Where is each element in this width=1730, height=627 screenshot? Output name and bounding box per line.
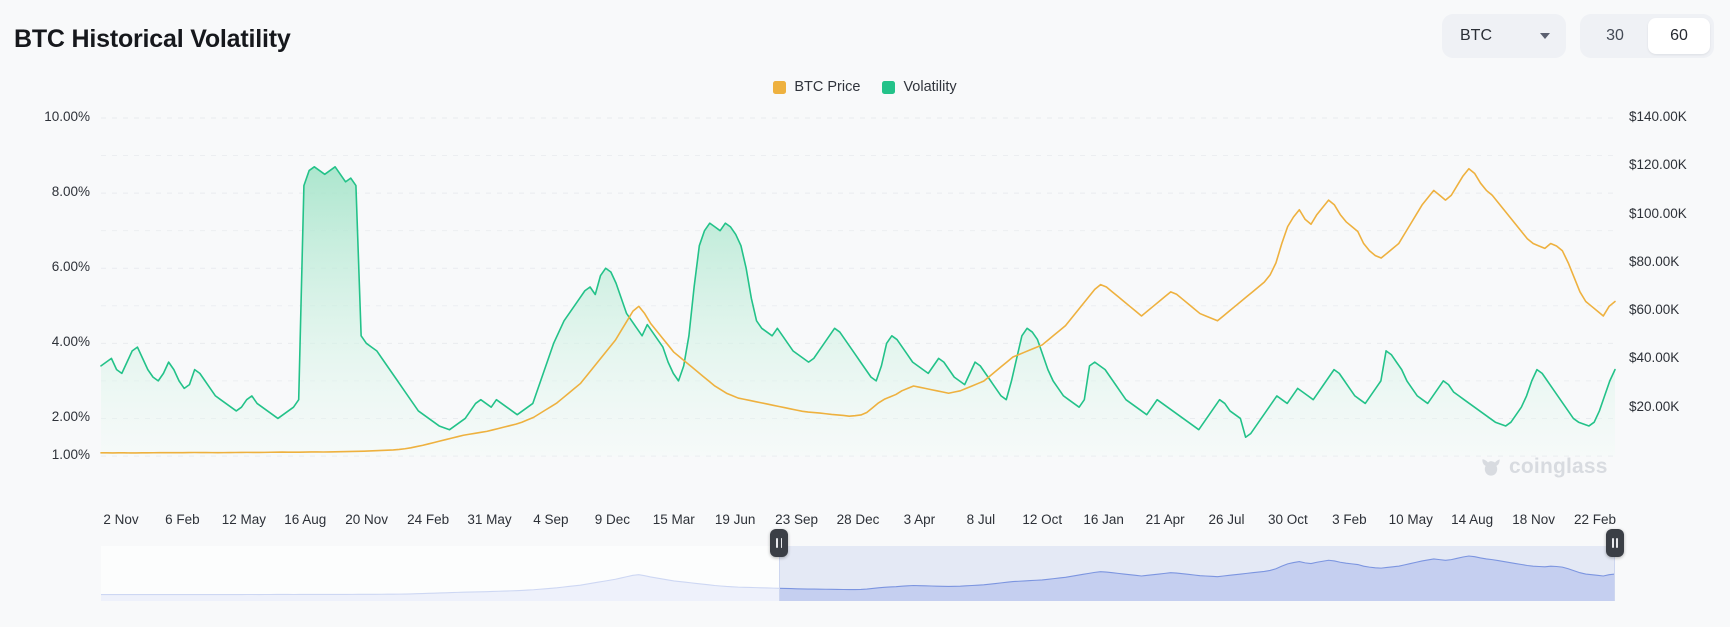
x-axis-tick: 21 Apr <box>1145 512 1185 527</box>
x-axis-tick: 30 Oct <box>1268 512 1308 527</box>
period-option-30[interactable]: 30 <box>1606 27 1624 44</box>
x-axis-tick: 3 Feb <box>1332 512 1367 527</box>
legend-item-btc-price[interactable]: BTC Price <box>773 79 860 95</box>
x-axis-tick: 31 May <box>467 512 512 527</box>
navigator-handle-right[interactable] <box>1606 529 1624 557</box>
y-axis-right-tick: $100.00K <box>1629 205 1687 221</box>
y-axis-right-tick: $80.00K <box>1629 253 1680 269</box>
x-axis-tick: 16 Aug <box>284 512 327 527</box>
symbol-select-value: BTC <box>1460 27 1492 44</box>
x-axis-tick: 20 Nov <box>345 512 389 527</box>
x-axis-tick: 6 Feb <box>165 512 200 527</box>
x-axis-tick: 15 Mar <box>652 512 695 527</box>
chart-svg <box>100 117 1616 457</box>
navigator-mask-left <box>101 546 780 601</box>
chevron-down-icon <box>1540 33 1550 39</box>
y-axis-right-tick: $40.00K <box>1629 350 1680 366</box>
x-axis-tick: 19 Jun <box>714 512 756 527</box>
x-axis-tick: 23 Sep <box>775 512 818 527</box>
legend-label-volatility: Volatility <box>903 79 957 95</box>
x-axis-tick: 4 Sep <box>533 512 569 527</box>
x-axis-tick: 2 Nov <box>103 512 139 527</box>
chart-navigator[interactable] <box>101 529 1624 601</box>
page-title: BTC Historical Volatility <box>14 25 291 53</box>
y-axis-left-tick: 1.00% <box>51 447 90 462</box>
legend-item-volatility[interactable]: Volatility <box>882 79 957 95</box>
y-axis-right-tick: $20.00K <box>1629 398 1680 414</box>
x-axis-tick: 18 Nov <box>1512 512 1555 527</box>
x-axis-tick: 26 Jul <box>1208 512 1245 527</box>
x-axis: 2 Nov 6 Feb 12 May 16 Aug 20 Nov 24 Feb 31 May… <box>0 512 1730 538</box>
x-axis-tick: 12 May <box>221 512 266 527</box>
chart-plot-area[interactable]: 1.00% 2.00% 4.00% 6.00% 8.00% 10.00% $20.00K $4… <box>0 104 1730 494</box>
x-axis-tick: 12 Oct <box>1022 512 1063 527</box>
period-segmented-control: 30 60 <box>1580 14 1714 58</box>
period-option-60[interactable]: 60 <box>1648 18 1710 54</box>
y-axis-right-tick: $140.00K <box>1629 109 1687 124</box>
x-axis-tick: 10 May <box>1388 512 1433 527</box>
y-axis-left-tick: 4.00% <box>51 334 90 350</box>
x-axis-tick: 24 Feb <box>407 512 450 527</box>
legend-swatch-volatility <box>882 80 896 94</box>
chart-controls: BTC 30 60 <box>1442 14 1714 58</box>
y-axis-right-tick: $60.00K <box>1629 302 1680 318</box>
x-axis-tick: 3 Apr <box>903 512 936 527</box>
chart-legend: BTC Price Volatility <box>0 79 1730 95</box>
y-axis-left-tick: 8.00% <box>51 184 90 200</box>
y-axis-left-tick: 2.00% <box>51 409 90 425</box>
navigator-handle-left[interactable] <box>770 529 789 557</box>
x-axis-tick: 28 Dec <box>836 512 880 527</box>
x-axis-tick: 16 Jan <box>1083 512 1124 527</box>
legend-label-btc-price: BTC Price <box>794 79 861 95</box>
y-axis-right-tick: $120.00K <box>1629 157 1687 173</box>
y-axis-left-tick: 6.00% <box>51 259 90 275</box>
x-axis-tick: 22 Feb <box>1573 512 1617 527</box>
navigator-selection[interactable] <box>779 546 1615 601</box>
x-axis-tick: 8 Jul <box>966 512 996 527</box>
x-axis-tick: 14 Aug <box>1451 512 1494 527</box>
y-axis-left-tick: 10.00% <box>44 109 90 124</box>
x-axis-tick: 9 Dec <box>594 512 630 527</box>
legend-swatch-btc-price <box>773 80 787 94</box>
symbol-select[interactable]: BTC <box>1442 14 1566 58</box>
